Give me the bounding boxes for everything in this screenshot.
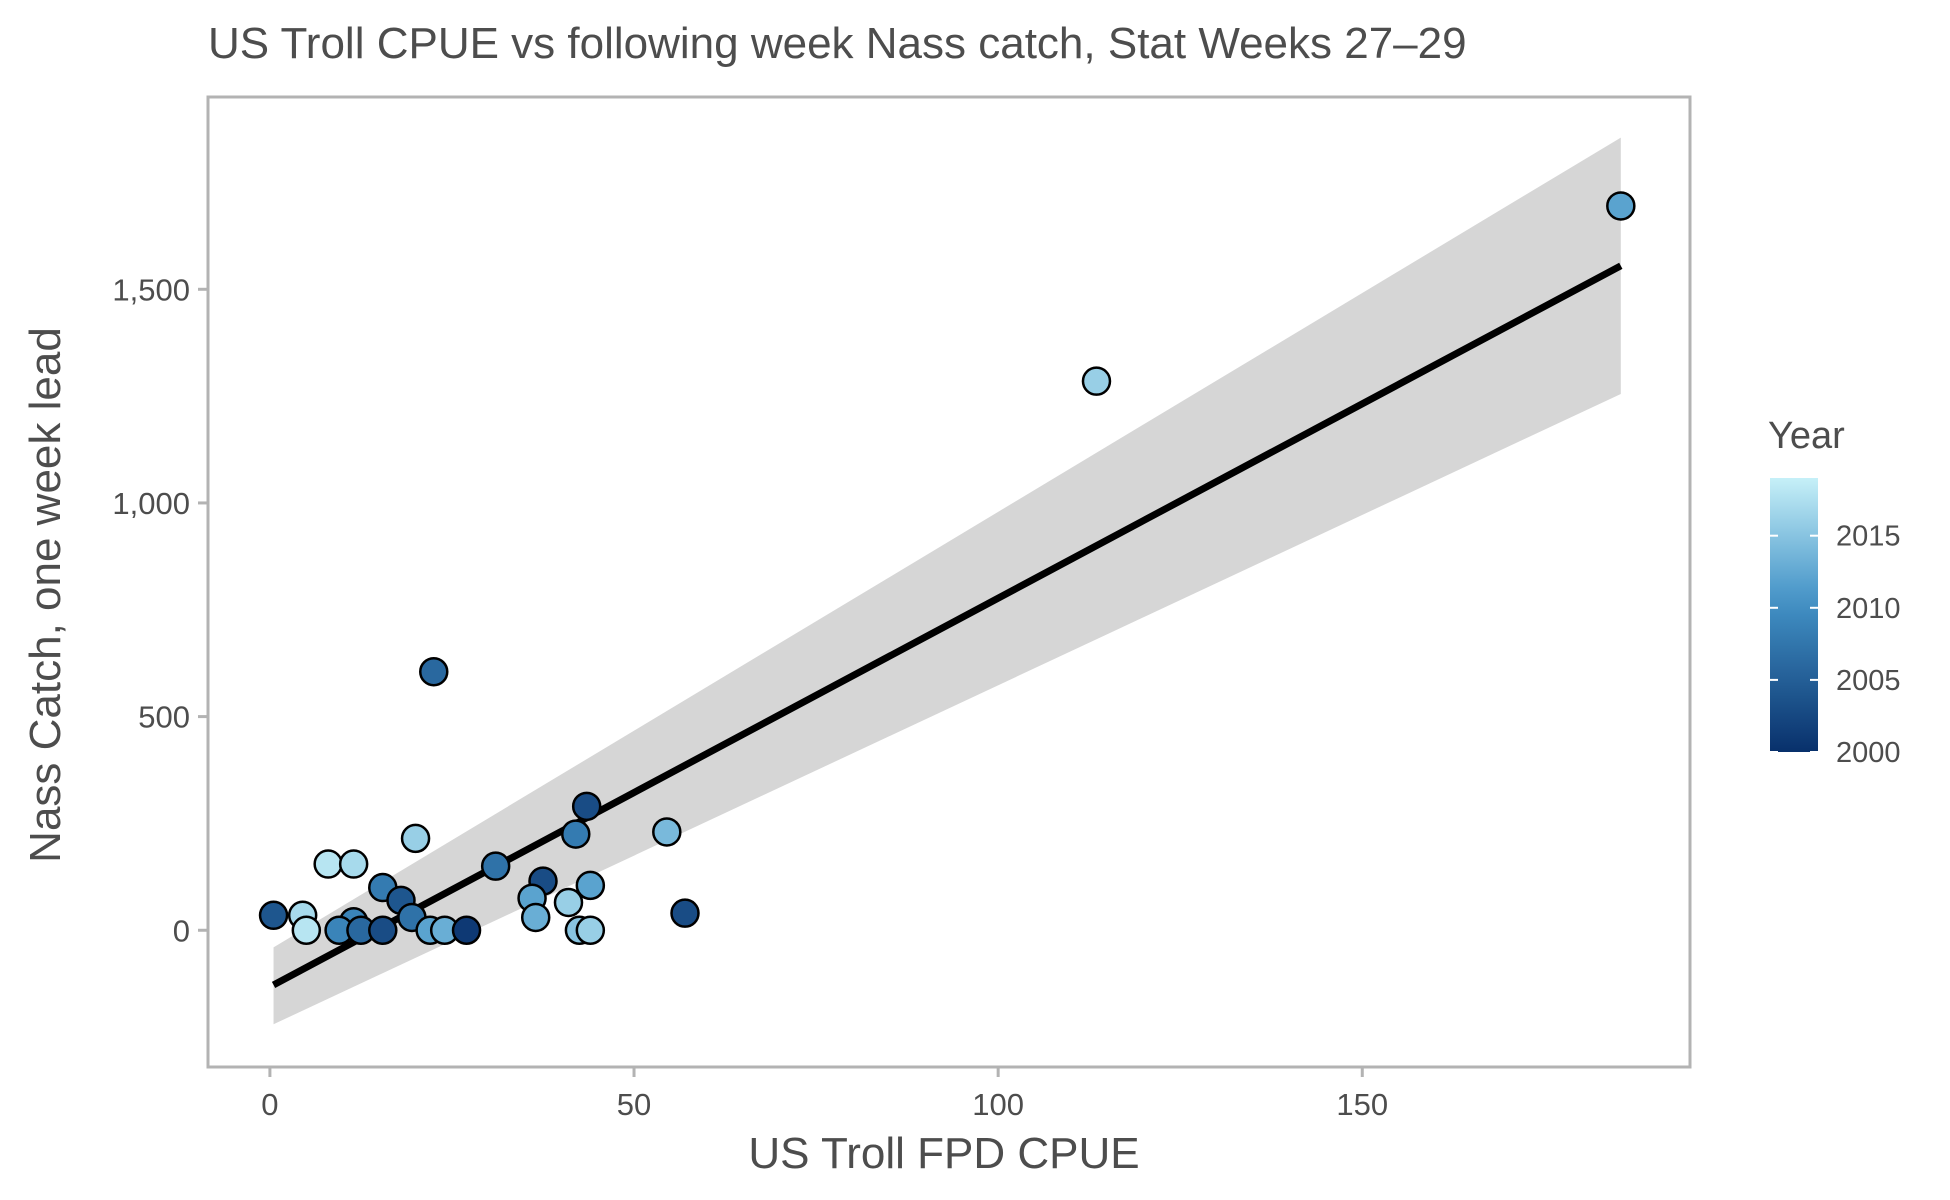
y-axis-title: Nass Catch, one week lead	[21, 327, 70, 863]
data-point	[338, 849, 369, 879]
data-point	[670, 898, 700, 928]
confidence-band	[273, 137, 1621, 1025]
data-point	[258, 900, 289, 931]
legend-tick-label: 2010	[1836, 593, 1901, 625]
x-tick-label: 100	[972, 1087, 1024, 1122]
data-point	[553, 887, 584, 918]
data-point	[575, 870, 606, 901]
points-layer	[258, 191, 1636, 946]
plot-panel-border	[206, 95, 1692, 1069]
data-point	[480, 851, 511, 881]
y-tick-label: 1,500	[112, 272, 190, 307]
data-point	[451, 915, 482, 946]
data-point	[571, 791, 602, 822]
confidence-band-layer	[273, 137, 1621, 1025]
legend-tick-label: 2015	[1836, 521, 1901, 553]
fit-line-layer	[271, 262, 1623, 989]
x-axis: 0 50 100 150	[261, 1067, 1388, 1122]
x-axis-title: US Troll FPD CPUE	[748, 1129, 1139, 1178]
regression-line	[271, 262, 1623, 989]
legend-title: Year	[1768, 415, 1845, 457]
year-legend: Year 2000 2005 2010 2015	[1768, 415, 1901, 769]
data-point	[1606, 191, 1636, 221]
data-point	[575, 915, 606, 946]
data-point	[400, 823, 431, 854]
data-point	[313, 849, 343, 879]
chart-title: US Troll CPUE vs following week Nass cat…	[208, 19, 1467, 68]
y-tick-label: 1,000	[112, 486, 190, 521]
data-point	[368, 915, 398, 946]
data-point	[561, 819, 591, 849]
x-tick-label: 0	[261, 1087, 278, 1122]
y-tick-label: 0	[173, 913, 190, 948]
legend-tick-label: 2005	[1836, 665, 1901, 697]
data-point	[1081, 366, 1112, 396]
y-axis: 0 500 1,000 1,500	[112, 272, 208, 948]
data-point	[291, 915, 322, 946]
data-point	[419, 656, 449, 687]
legend-colorbar	[1770, 478, 1818, 752]
data-point	[652, 817, 682, 847]
data-point	[520, 902, 551, 933]
legend-tick-label: 2000	[1836, 737, 1901, 769]
y-tick-label: 500	[138, 700, 190, 735]
x-tick-label: 150	[1336, 1087, 1388, 1122]
x-tick-label: 50	[617, 1087, 651, 1122]
